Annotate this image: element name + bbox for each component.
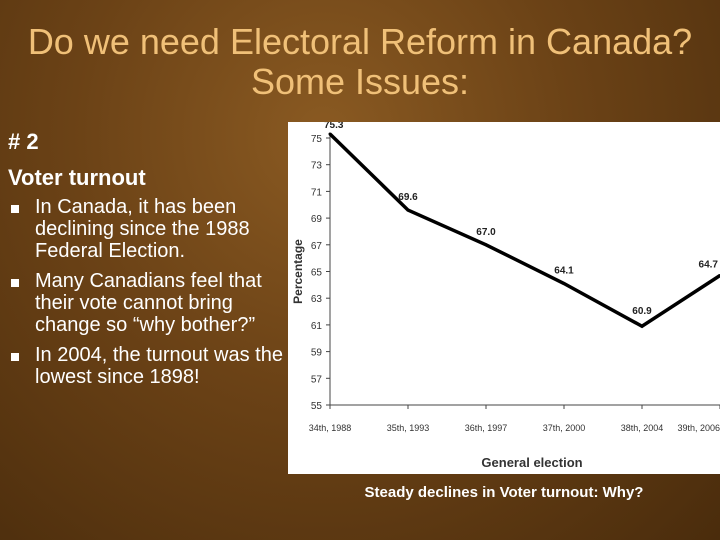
section-heading: Voter turnout [8, 165, 146, 190]
bullet-list: In Canada, it has been declining since t… [8, 196, 283, 388]
y-tick-label: 63 [311, 294, 323, 305]
bullet-text: In Canada, it has been declining since t… [35, 196, 250, 262]
chart: 55 57 59 61 63 65 67 69 71 73 75 34th, 1988 35th, 19… [288, 120, 720, 474]
chart-caption: Steady declines in Voter turnout: Why? [364, 484, 644, 501]
bullet-text: In 2004, the turnout was the lowest sinc… [35, 344, 283, 388]
y-tick-label: 55 [311, 401, 323, 412]
bullet-text: Many Canadians feel that their vote cann… [35, 270, 262, 336]
data-label: 60.9 [632, 306, 652, 317]
x-tick-label: 36th, 1997 [465, 423, 508, 433]
x-axis-title: General election [481, 455, 582, 470]
y-tick-label: 61 [311, 321, 323, 332]
data-label: 69.6 [398, 192, 418, 203]
y-tick-label: 67 [311, 241, 323, 252]
data-point [562, 282, 566, 286]
data-point [484, 243, 488, 247]
y-tick-label: 69 [311, 214, 323, 225]
y-tick-label: 57 [311, 374, 323, 385]
y-tick-label: 59 [311, 348, 323, 359]
data-label: 64.1 [554, 266, 574, 277]
x-tick-label: 39th, 2006 [677, 423, 720, 433]
y-axis-title: Percentage [291, 239, 305, 304]
bullet-item: In 2004, the turnout was the lowest sinc… [8, 344, 283, 388]
line-chart: 55 57 59 61 63 65 67 69 71 73 75 34th, 1988 35th, 19… [291, 120, 720, 470]
x-tick-label: 34th, 1988 [309, 423, 352, 433]
bullet-item: In Canada, it has been declining since t… [8, 196, 283, 262]
slide-title: Do we need Electoral Reform in Canada? S… [27, 21, 693, 102]
square-bullet-icon [11, 205, 19, 213]
square-bullet-icon [11, 353, 19, 361]
turnout-line [328, 132, 720, 329]
data-point [406, 208, 410, 212]
y-tick-label: 73 [311, 161, 323, 172]
data-label: 75.3 [324, 122, 344, 131]
y-tick-label: 65 [311, 268, 323, 279]
x-tick-label: 38th, 2004 [621, 423, 664, 433]
bullet-item: Many Canadians feel that their vote cann… [8, 270, 283, 336]
slide-number: # 2 [8, 129, 39, 154]
y-tick-label: 71 [311, 187, 323, 198]
data-point [328, 132, 332, 136]
x-tick-label: 37th, 2000 [543, 423, 586, 433]
x-tick-label: 35th, 1993 [387, 423, 430, 433]
data-point [640, 324, 644, 328]
y-tick-label: 75 [311, 134, 323, 145]
data-label: 67.0 [476, 227, 496, 238]
data-label: 64.7 [699, 260, 719, 271]
text-panel: # 2 Voter turnout In Canada, it has been… [8, 128, 283, 396]
square-bullet-icon [11, 279, 19, 287]
